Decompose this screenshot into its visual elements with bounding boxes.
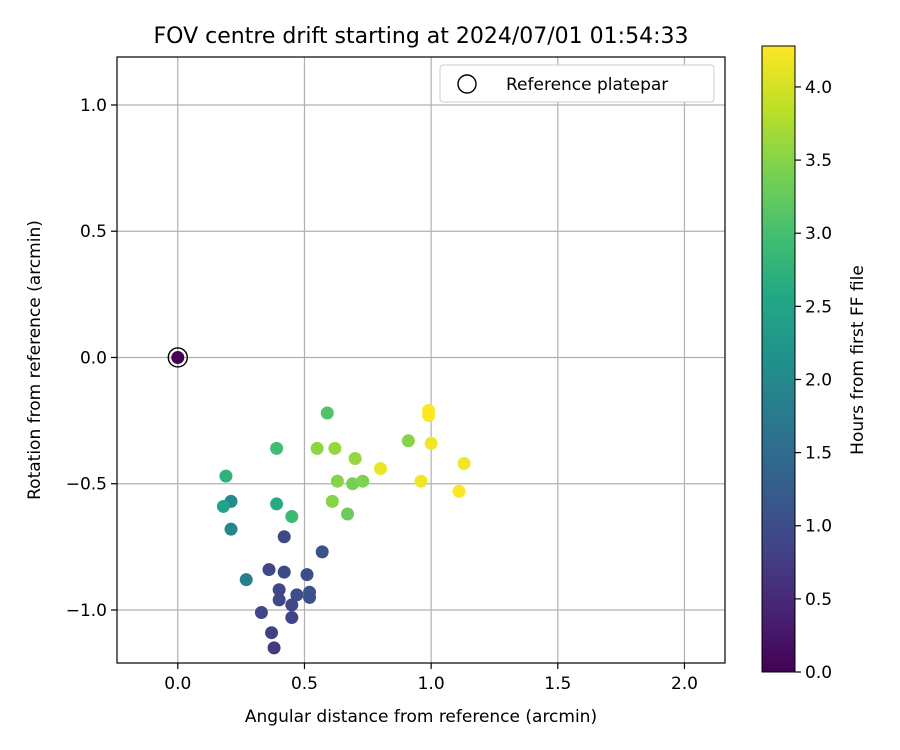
data-points	[216, 404, 471, 655]
y-axis-label: Rotation from reference (arcmin)	[25, 220, 45, 500]
data-point	[285, 611, 299, 625]
reference-point	[171, 350, 185, 364]
data-point	[330, 474, 344, 488]
colorbar-tick-label: 2.5	[805, 297, 832, 317]
data-point	[285, 510, 299, 524]
legend-label: Reference platepar	[506, 75, 668, 95]
colorbar-tick-label: 1.5	[805, 444, 832, 464]
colorbar-gradient	[761, 45, 796, 673]
y-tick-label: −1.0	[66, 601, 107, 621]
data-point	[303, 585, 317, 599]
data-point	[270, 441, 284, 455]
chart-title: FOV centre drift starting at 2024/07/01 …	[154, 24, 689, 49]
y-tick-label: −0.5	[66, 475, 107, 495]
data-point	[290, 588, 304, 602]
data-point	[346, 477, 360, 491]
x-axis-ticks: 0.0 0.5 1.0 1.5 2.0	[164, 663, 698, 694]
data-point	[254, 606, 268, 619]
data-point	[348, 451, 362, 465]
data-point	[267, 641, 281, 655]
data-point	[457, 457, 471, 471]
x-tick-label: 0.0	[164, 674, 191, 694]
data-point	[325, 494, 339, 508]
reference-marker	[167, 347, 189, 368]
colorbar-label: Hours from first FF file	[848, 265, 868, 455]
colorbar-tick-label: 0.0	[805, 663, 832, 683]
x-tick-label: 0.5	[291, 674, 318, 694]
legend-box	[439, 64, 715, 103]
data-point	[452, 484, 466, 498]
data-point	[356, 474, 370, 488]
data-point	[401, 434, 415, 448]
y-axis-ticks: −1.0 −0.5 0.0 0.5 1.0	[66, 96, 117, 621]
data-point	[300, 568, 314, 582]
colorbar-tick-label: 4.0	[805, 78, 832, 98]
data-point	[216, 499, 230, 513]
data-point	[277, 565, 291, 579]
data-point	[272, 583, 286, 597]
data-point	[239, 573, 253, 587]
data-point	[414, 474, 428, 488]
data-point	[310, 441, 324, 455]
data-point	[422, 409, 436, 423]
x-tick-label: 1.0	[418, 674, 445, 694]
data-point	[272, 593, 286, 607]
reference-ring	[167, 347, 189, 368]
x-tick-label: 2.0	[671, 674, 698, 694]
grid	[117, 57, 725, 663]
data-point	[285, 598, 299, 612]
colorbar-ticks: 0.0 0.5 1.0 1.5 2.0 2.5 3.0 3.5 4.0	[795, 78, 832, 683]
data-point	[341, 507, 355, 521]
data-point	[424, 436, 438, 450]
x-axis-label: Angular distance from reference (arcmin)	[245, 707, 597, 727]
colorbar-tick-label: 0.5	[805, 590, 832, 610]
colorbar: 0.0 0.5 1.0 1.5 2.0 2.5 3.0 3.5 4.0 Hours from f…	[761, 45, 868, 683]
plot-frame	[116, 56, 726, 664]
data-point	[277, 530, 291, 544]
data-point	[373, 462, 387, 476]
colorbar-tick-label: 3.0	[805, 224, 832, 244]
data-point	[320, 406, 334, 420]
legend: Reference platepar	[439, 64, 715, 103]
legend-marker-open-circle	[457, 74, 477, 94]
data-point	[328, 441, 342, 455]
y-tick-label: 0.0	[80, 348, 107, 368]
data-point	[224, 522, 238, 536]
y-tick-label: 1.0	[80, 96, 107, 116]
y-tick-label: 0.5	[80, 222, 107, 242]
data-point	[270, 497, 284, 511]
colorbar-tick-label: 2.0	[805, 370, 832, 390]
data-point	[262, 563, 276, 577]
x-tick-label: 1.5	[544, 674, 571, 694]
data-point	[315, 545, 329, 559]
colorbar-tick-label: 3.5	[805, 151, 832, 171]
data-point	[219, 469, 233, 483]
colorbar-tick-label: 1.0	[805, 517, 832, 537]
data-point	[265, 626, 279, 640]
